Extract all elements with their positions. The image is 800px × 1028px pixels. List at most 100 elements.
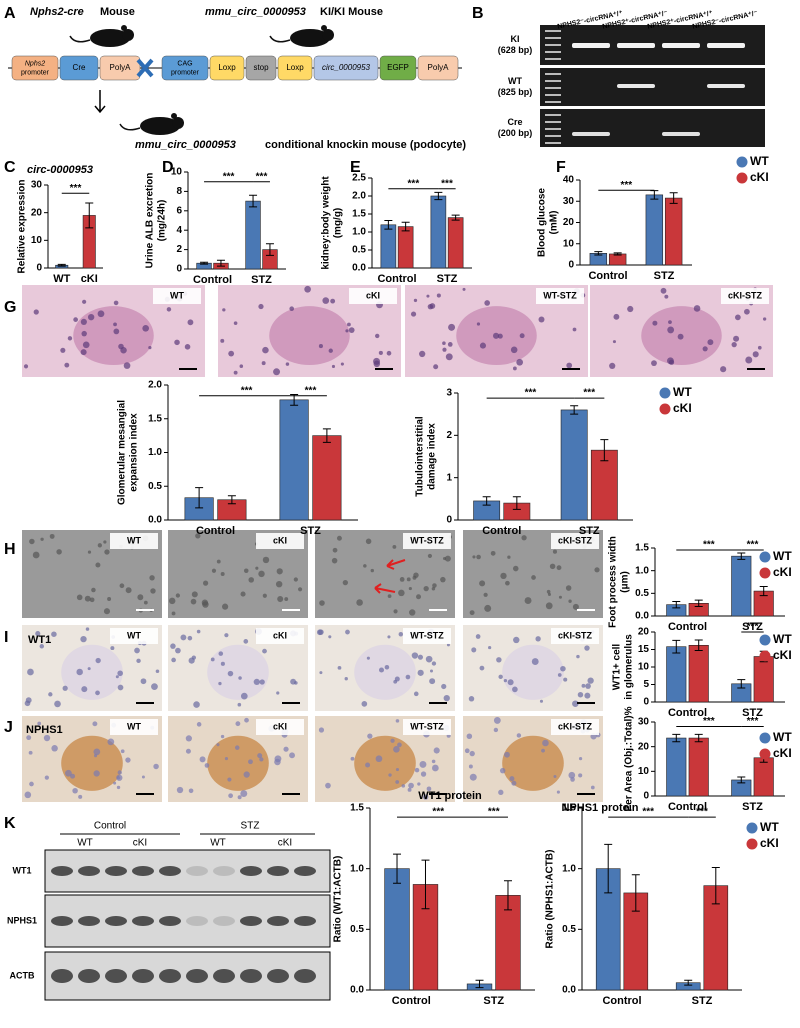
nucleus (469, 773, 477, 781)
nucleus (294, 681, 298, 685)
nucleus (531, 658, 539, 665)
legend-marker (759, 650, 771, 662)
nucleus (203, 580, 209, 586)
nucleus (289, 306, 295, 312)
nucleus (408, 586, 412, 591)
micrograph-label-box (551, 628, 599, 644)
nucleus (484, 300, 490, 306)
construct-label: stop (253, 63, 269, 72)
legend-label: WT (773, 549, 792, 563)
nucleus (394, 676, 400, 682)
ladder-band (545, 51, 561, 53)
blot-group: STZ (241, 821, 260, 832)
nucleus (413, 298, 418, 303)
nucleus (413, 691, 419, 697)
nucleus (541, 748, 545, 753)
y-axis-label: expansion index (129, 413, 140, 492)
nucleus (89, 597, 95, 603)
nucleus (475, 634, 481, 639)
nucleus (378, 667, 385, 673)
nucleus (572, 603, 579, 610)
nucleus (468, 696, 475, 702)
nucleus (365, 538, 372, 545)
blot-row-label: WT1 (13, 865, 32, 875)
error-bar (600, 439, 609, 462)
mouse-name: Nphs2-cre (30, 6, 84, 18)
nucleus (113, 781, 117, 785)
nucleus (171, 657, 176, 663)
nucleus (220, 571, 225, 576)
nucleus (175, 647, 181, 654)
nucleus (80, 349, 87, 356)
blot-band (267, 969, 289, 983)
error-bar (434, 191, 443, 201)
nucleus (443, 695, 450, 702)
nucleus (572, 327, 577, 332)
nucleus (60, 347, 66, 353)
nucleus (563, 677, 568, 682)
y-tick-label: 10 (31, 235, 43, 246)
significance-label: *** (525, 388, 537, 399)
ladder-band (545, 37, 561, 39)
blot-band (105, 969, 127, 983)
nucleus (218, 651, 224, 656)
nucleus (504, 751, 510, 758)
nucleus (24, 791, 32, 799)
nucleus (120, 347, 127, 354)
y-tick-label: 3 (446, 388, 452, 399)
nucleus (149, 575, 155, 581)
y-tick-label: 6 (176, 205, 182, 216)
nucleus (81, 330, 87, 337)
blot-band (159, 866, 181, 876)
nucleus (568, 771, 576, 779)
bar (495, 895, 521, 991)
y-axis-label: Per Area (Obj.:Total)% (624, 706, 635, 811)
nucleus (539, 699, 544, 703)
micrograph-label-box (110, 719, 158, 735)
nucleus (427, 303, 434, 310)
nucleus (148, 346, 152, 350)
nucleus (744, 308, 750, 315)
nucleus (479, 580, 486, 587)
legend-marker (746, 822, 758, 834)
nucleus (490, 550, 496, 556)
mouse-icon (269, 35, 291, 43)
micrograph-label: cKI-STZ (558, 721, 593, 731)
nucleus (431, 759, 436, 764)
gel-band (662, 43, 700, 48)
nucleus (516, 733, 522, 738)
construct-label: promoter (171, 69, 200, 76)
nucleus (289, 752, 295, 759)
nucleus (262, 346, 269, 354)
nucleus (150, 588, 156, 594)
y-tick-label: 2.0 (148, 380, 162, 391)
nucleus (298, 587, 303, 592)
micrograph-label-box (349, 288, 397, 304)
y-tick-label: 2 (446, 430, 452, 441)
blot-genotype: WT (210, 838, 226, 849)
nucleus (304, 285, 311, 293)
nucleus (348, 327, 355, 333)
nucleus (276, 568, 283, 575)
nucleus (103, 608, 111, 615)
nucleus (578, 757, 583, 761)
gel-row (540, 109, 765, 147)
nucleus (762, 317, 767, 321)
x-tick-label: Control (668, 707, 707, 719)
y-tick-label: 0 (568, 260, 574, 271)
construct-box (417, 55, 459, 81)
x-tick-label: Control (392, 995, 431, 1007)
nucleus (87, 667, 91, 671)
legend-label: WT (773, 632, 792, 646)
nucleus (93, 748, 101, 756)
nucleus (117, 684, 124, 691)
significance-label: *** (70, 183, 82, 194)
blot-band (294, 916, 316, 926)
panel-letter: A (4, 5, 16, 22)
blot-band (132, 866, 154, 876)
nucleus (336, 535, 342, 541)
mouse-icon (322, 29, 334, 41)
legend-label: WT (750, 154, 769, 168)
